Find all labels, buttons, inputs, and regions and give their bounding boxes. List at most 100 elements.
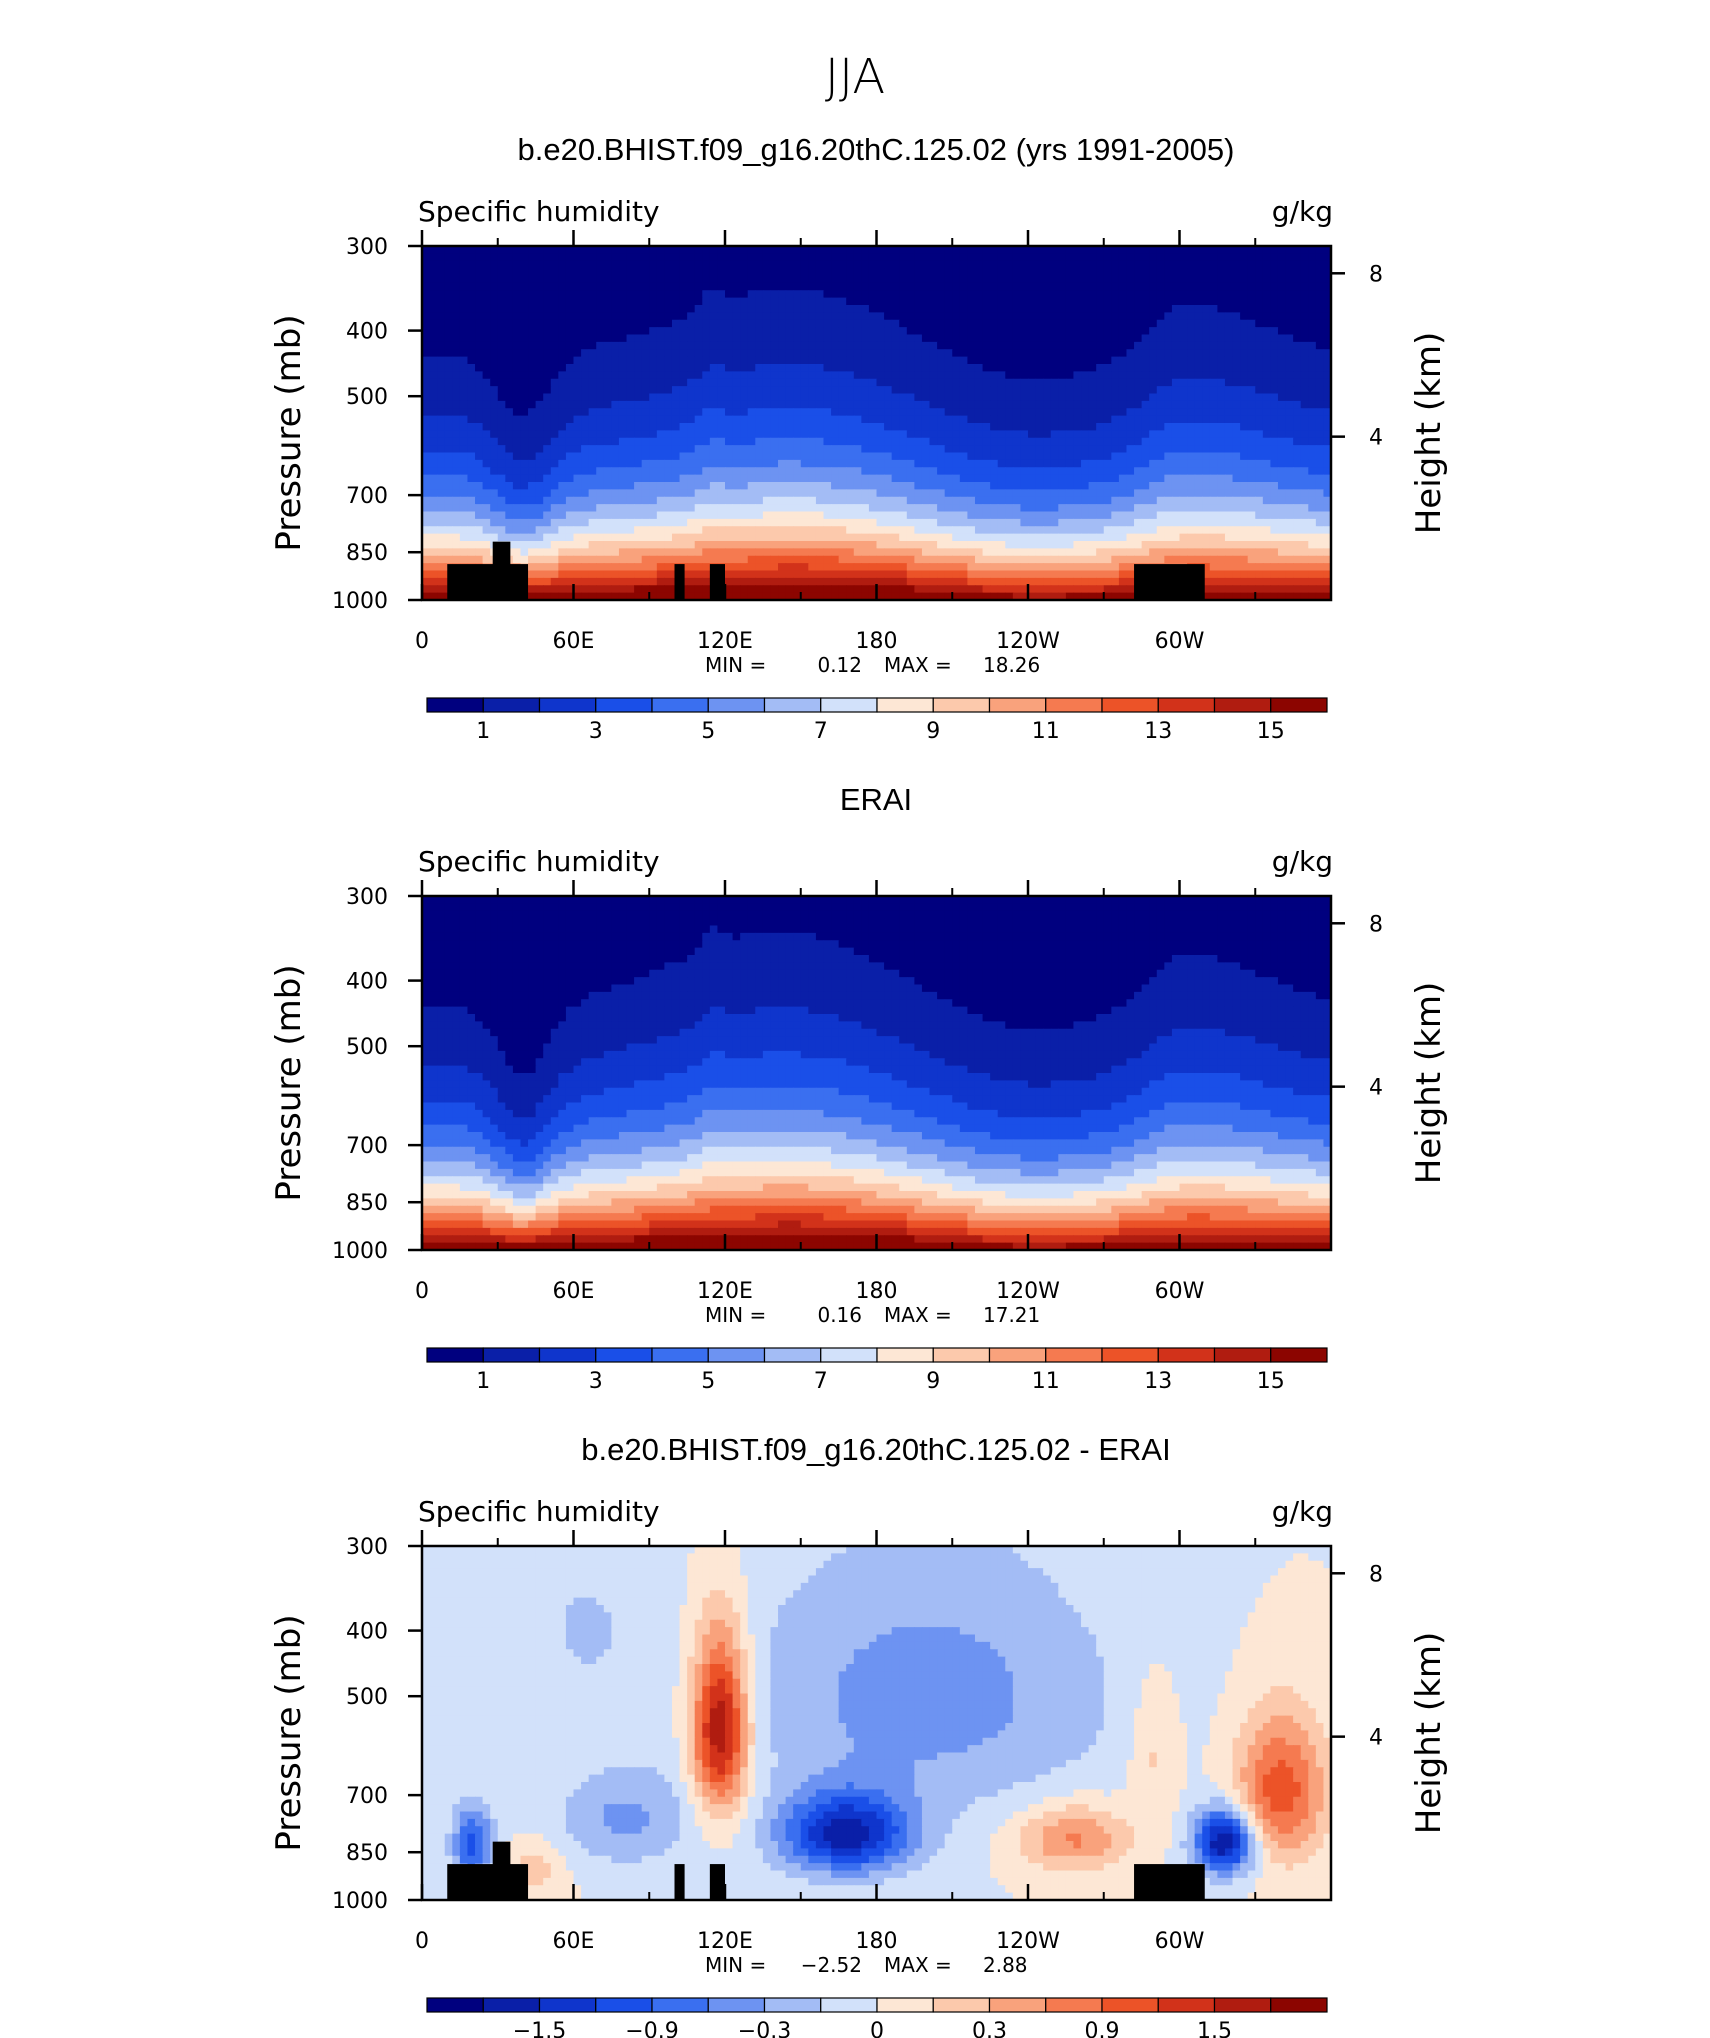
- field-cell: [983, 519, 991, 527]
- field-cell: [899, 268, 907, 276]
- field-cell: [551, 253, 559, 261]
- field-cell: [801, 548, 809, 556]
- field-cell: [642, 519, 650, 527]
- field-cell: [1104, 320, 1112, 328]
- field-cell: [566, 460, 574, 468]
- field-cell: [899, 342, 907, 350]
- field-cell: [801, 438, 809, 446]
- field-cell: [1316, 327, 1324, 335]
- field-cell: [543, 379, 551, 387]
- field-cell: [1126, 497, 1134, 505]
- field-cell: [1036, 482, 1044, 490]
- field-cell: [877, 489, 885, 497]
- field-cell: [543, 349, 551, 357]
- field-cell: [1255, 460, 1263, 468]
- field-cell: [687, 482, 695, 490]
- field-cell: [672, 460, 680, 468]
- field-cell: [816, 320, 824, 328]
- field-cell: [520, 453, 528, 461]
- field-cell: [642, 548, 650, 556]
- field-cell: [854, 467, 862, 475]
- field-cell: [763, 401, 771, 409]
- field-cell: [740, 423, 748, 431]
- field-cell: [990, 290, 998, 298]
- field-cell: [1134, 305, 1142, 313]
- field-cell: [967, 401, 975, 409]
- field-cell: [543, 335, 551, 343]
- field-cell: [990, 504, 998, 512]
- field-cell: [899, 401, 907, 409]
- field-cell: [680, 541, 688, 549]
- field-cell: [892, 349, 900, 357]
- field-cell: [498, 401, 506, 409]
- field-cell: [649, 497, 657, 505]
- field-cell: [725, 548, 733, 556]
- field-cell: [1142, 276, 1150, 284]
- field-cell: [937, 290, 945, 298]
- field-cell: [846, 386, 854, 394]
- field-cell: [1210, 541, 1218, 549]
- field-cell: [672, 548, 680, 556]
- field-cell: [528, 416, 536, 424]
- field-cell: [786, 401, 794, 409]
- field-cell: [551, 364, 559, 372]
- field-cell: [899, 475, 907, 483]
- field-cell: [1316, 349, 1324, 357]
- field-cell: [907, 386, 915, 394]
- field-cell: [649, 519, 657, 527]
- field-cell: [778, 519, 786, 527]
- field-cell: [960, 298, 968, 306]
- field-cell: [1013, 371, 1021, 379]
- field-cell: [945, 342, 953, 350]
- field-cell: [1210, 408, 1218, 416]
- field-cell: [1157, 276, 1165, 284]
- field-cell: [1073, 357, 1081, 365]
- field-cell: [854, 445, 862, 453]
- field-cell: [604, 423, 612, 431]
- field-cell: [430, 312, 438, 320]
- field-cell: [1096, 371, 1104, 379]
- field-cell: [528, 394, 536, 402]
- field-cell: [717, 497, 725, 505]
- field-cell: [960, 305, 968, 313]
- field-cell: [945, 548, 953, 556]
- field-cell: [596, 386, 604, 394]
- field-cell: [945, 335, 953, 343]
- field-cell: [1036, 305, 1044, 313]
- field-cell: [467, 526, 475, 534]
- field-cell: [430, 357, 438, 365]
- field-cell: [846, 504, 854, 512]
- field-cell: [990, 320, 998, 328]
- field-cell: [452, 276, 460, 284]
- field-cell: [566, 379, 574, 387]
- field-cell: [581, 364, 589, 372]
- field-cell: [733, 401, 741, 409]
- field-cell: [839, 386, 847, 394]
- field-cell: [1248, 438, 1256, 446]
- field-cell: [755, 438, 763, 446]
- field-cell: [755, 327, 763, 335]
- field-cell: [445, 342, 453, 350]
- field-cell: [589, 364, 597, 372]
- field-cell: [460, 394, 468, 402]
- field-cell: [1013, 283, 1021, 291]
- field-cell: [642, 357, 650, 365]
- field-cell: [1013, 445, 1021, 453]
- field-cell: [748, 268, 756, 276]
- field-cell: [430, 482, 438, 490]
- field-cell: [672, 475, 680, 483]
- field-cell: [733, 327, 741, 335]
- field-cell: [596, 512, 604, 520]
- field-cell: [816, 445, 824, 453]
- field-cell: [1119, 408, 1127, 416]
- field-cell: [627, 364, 635, 372]
- field-cell: [695, 534, 703, 542]
- field-cell: [1126, 335, 1134, 343]
- field-cell: [1157, 320, 1165, 328]
- field-cell: [1217, 253, 1225, 261]
- field-cell: [869, 548, 877, 556]
- field-cell: [816, 364, 824, 372]
- field-cell: [945, 357, 953, 365]
- field-cell: [430, 504, 438, 512]
- field-cell: [823, 305, 831, 313]
